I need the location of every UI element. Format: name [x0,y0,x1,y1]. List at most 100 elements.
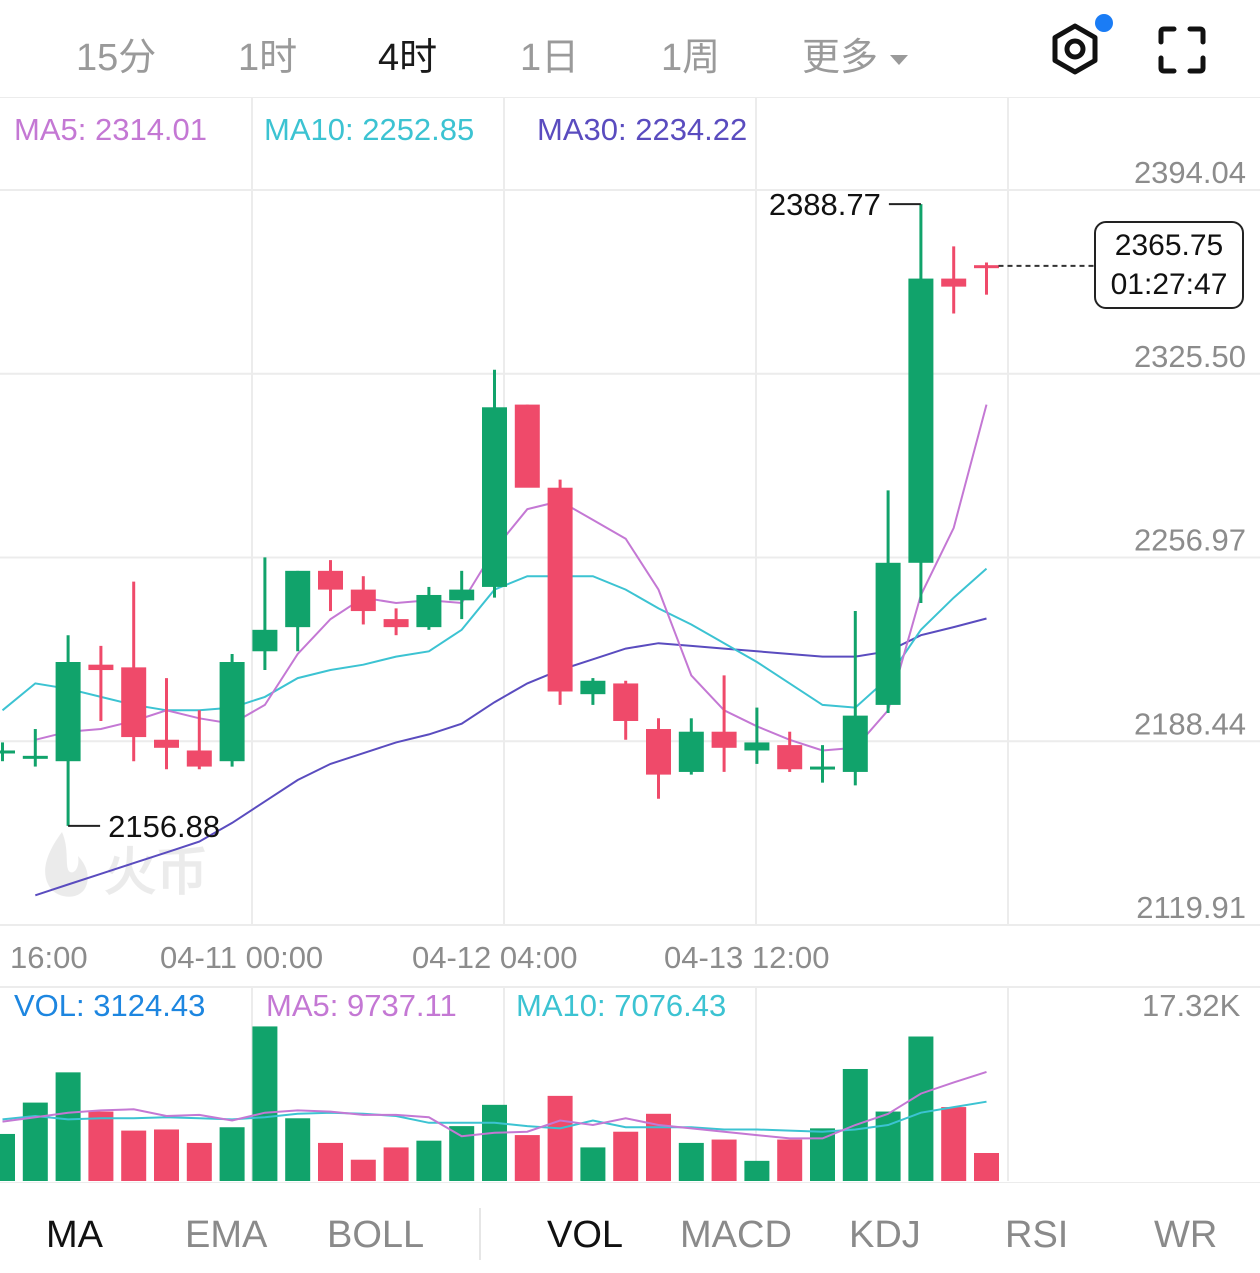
x-tick-label: 04-13 12:00 [664,940,829,975]
candle-body [55,662,81,762]
y-tick-label: 2256.97 [1134,523,1246,558]
candle-body [383,619,409,628]
candle-body [678,731,704,772]
vol-ma5-line [2,1070,987,1140]
volume-bar [55,1072,81,1181]
ma30-legend: MA30: 2234.22 [537,112,748,147]
candle-body [941,278,967,287]
more-label: 更多 [802,37,879,79]
candle-body [646,729,671,775]
volume-bars [0,1026,999,1181]
indicator-ma[interactable]: MA [46,1214,103,1256]
candle-body [449,589,475,601]
indicator-rsi[interactable]: RSI [1005,1214,1069,1256]
volume-bar [875,1111,901,1181]
volume-bar [482,1104,507,1181]
candle-body [22,755,48,759]
volume-bar [941,1107,967,1181]
volume-bar [810,1128,835,1181]
indicator-divider [479,1208,481,1260]
volume-bar [416,1140,442,1181]
fullscreen-icon[interactable] [1158,26,1206,74]
candle-body [318,570,343,590]
candle-body [810,766,835,770]
indicator-macd[interactable]: MACD [680,1214,792,1256]
volume-bar [350,1159,376,1181]
tab-1h[interactable]: 1时 [238,37,298,79]
candle-body [0,750,15,754]
chart-grid: 2394.04 2325.50 2256.97 2188.44 2119.91 16:00… [0,97,1260,1181]
candles [0,204,999,826]
candle-body [416,594,442,628]
volume-bar [22,1102,48,1181]
volume-bar [383,1147,409,1181]
volume-bar [154,1129,179,1181]
ma5-line [35,404,988,752]
volume-bar [744,1160,770,1181]
volume-bar [777,1139,803,1181]
tab-1w[interactable]: 1周 [661,37,721,79]
volume-bar [908,1036,934,1181]
volume-bar [580,1147,606,1181]
candle-body [842,715,868,772]
tab-15m[interactable]: 15分 [76,37,157,79]
indicator-ema[interactable]: EMA [185,1214,268,1256]
indicator-wr[interactable]: WR [1154,1214,1218,1256]
volume-bar [186,1142,212,1181]
candlestick-chart[interactable]: 2394.04 2325.50 2256.97 2188.44 2119.91 16:00… [0,97,1260,1182]
volume-bar [547,1095,573,1181]
indicator-boll[interactable]: BOLL [327,1214,425,1256]
chevron-down-icon [890,54,909,65]
indicator-vol[interactable]: VOL [547,1214,624,1256]
notification-dot [1095,14,1113,32]
candle-body [711,731,737,748]
candle-body [514,404,540,488]
x-tick-label: 16:00 [10,940,88,975]
volume-bar [285,1118,311,1181]
indicator-bar [0,1182,1260,1273]
candle-body [908,278,934,563]
volume-bar [318,1142,343,1181]
y-tick-label: 2188.44 [1134,706,1246,741]
candle-body [547,487,573,692]
candle-body [154,739,179,748]
candle-body [88,664,114,671]
vol-axis-max: 17.32K [1142,988,1241,1023]
candle-body [252,629,278,652]
volume-bar [121,1130,147,1181]
ma5-legend: MA5: 2314.01 [14,112,208,147]
high-price-label: 2388.77 [769,187,881,222]
volume-bar [0,1133,15,1181]
candle-body [219,662,245,762]
x-tick-label: 04-12 04:00 [412,940,577,975]
tab-4h[interactable]: 4时 [378,37,438,79]
volume-bar [514,1135,540,1181]
timeframe-bar: 15分 1时 4时 1日 1周 更多 [0,0,1260,98]
candle-body [974,265,999,269]
x-tick-label: 04-11 00:00 [160,940,323,975]
y-tick-label: 2394.04 [1134,155,1246,190]
vol-legend: VOL: 3124.43 [14,988,206,1023]
candle-countdown: 01:27:47 [1110,268,1228,301]
current-price-box: 2365.75 01:27:47 [1094,221,1244,309]
ma30-line [34,617,987,897]
vol-ma10-line [2,1100,987,1133]
candle-body [744,742,770,751]
volume-bar [711,1139,737,1181]
indicator-kdj[interactable]: KDJ [849,1214,921,1256]
volume-bar [974,1152,999,1181]
y-tick-label: 2325.50 [1134,339,1246,374]
more-dropdown[interactable]: 更多 [802,26,909,81]
low-price-label: 2156.88 [108,809,220,844]
candle-body [285,570,311,628]
candle-body [350,589,376,612]
ma10-legend: MA10: 2252.85 [264,112,475,147]
vol-ma10-legend: MA10: 7076.43 [516,988,727,1023]
y-tick-label: 2119.91 [1136,890,1246,925]
candle-body [186,750,212,767]
vol-ma5-legend: MA5: 9737.11 [266,988,457,1023]
volume-bar [252,1026,278,1181]
tab-1d[interactable]: 1日 [520,37,580,79]
settings-hex-icon[interactable] [1048,22,1102,76]
candle-body [580,680,606,695]
